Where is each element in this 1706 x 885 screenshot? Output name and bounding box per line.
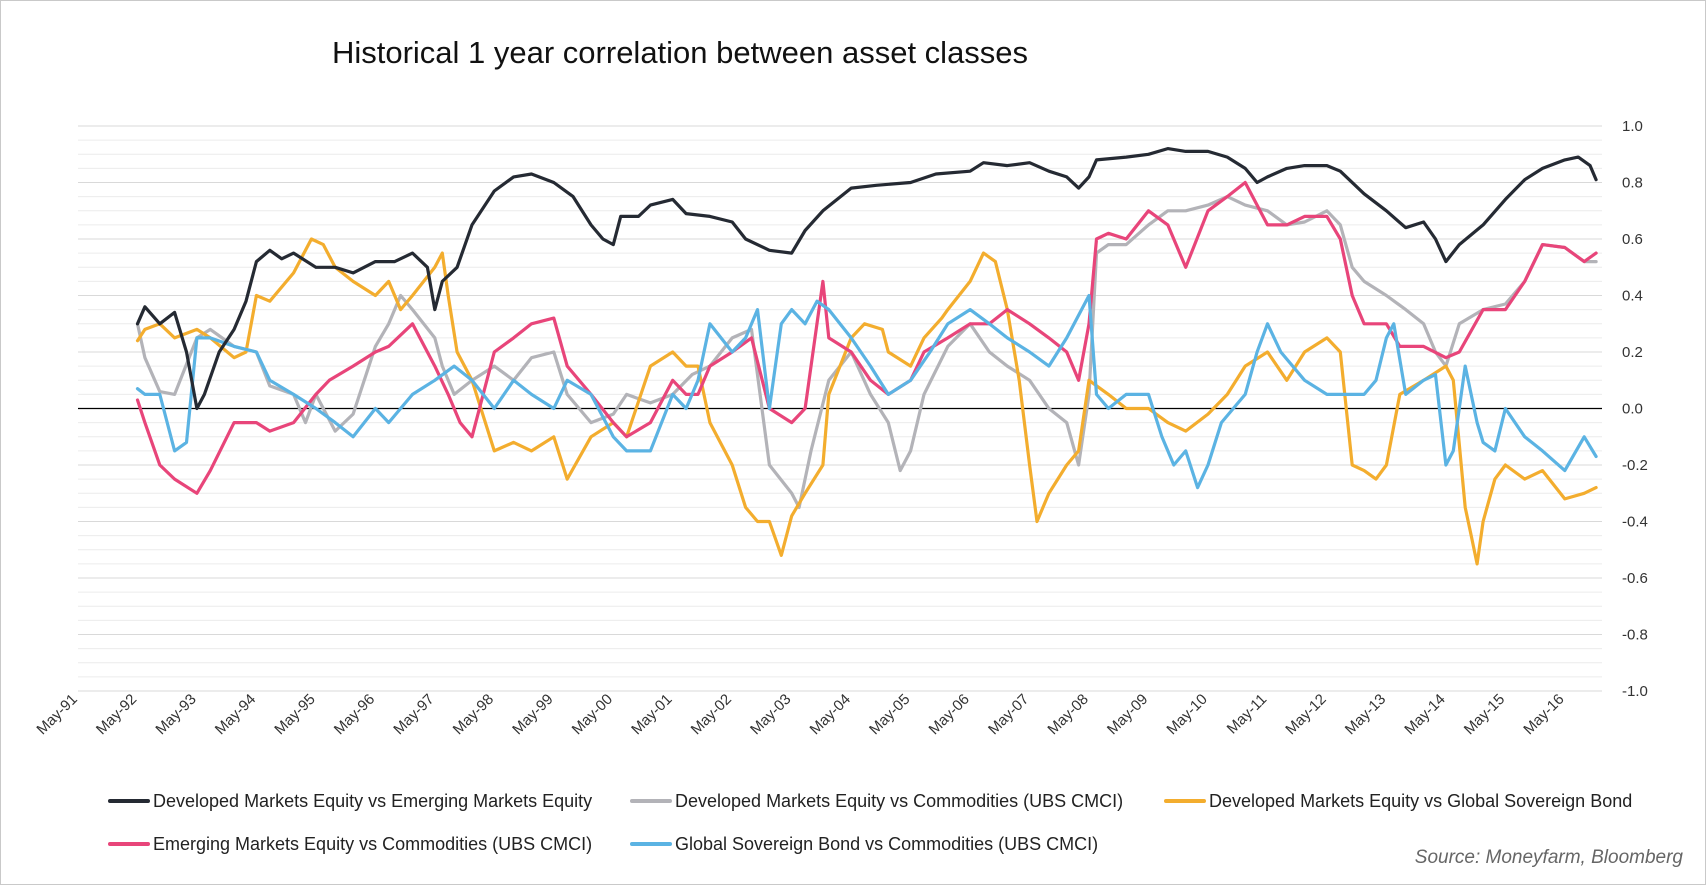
legend-label: Developed Markets Equity vs Commodities …	[675, 791, 1123, 811]
x-tick-label: May-95	[271, 691, 318, 738]
y-tick-label: -0.6	[1622, 570, 1648, 587]
x-tick-label: May-14	[1401, 691, 1448, 738]
y-tick-label: -0.8	[1622, 627, 1648, 644]
x-tick-label: May-16	[1520, 691, 1567, 738]
x-tick-label: May-96	[331, 691, 378, 738]
x-tick-label: May-00	[569, 691, 616, 738]
x-tick-label: May-09	[1104, 691, 1151, 738]
x-tick-label: May-01	[628, 691, 675, 738]
y-tick-label: 1.0	[1622, 118, 1643, 135]
x-tick-label: May-05	[866, 691, 913, 738]
legend-label: Developed Markets Equity vs Emerging Mar…	[153, 791, 592, 811]
legend-label: Global Sovereign Bond vs Commodities (UB…	[675, 834, 1098, 854]
x-tick-label: May-98	[450, 691, 497, 738]
y-tick-label: 0.4	[1622, 288, 1643, 305]
x-tick-label: May-12	[1282, 691, 1329, 738]
x-tick-label: May-02	[688, 691, 735, 738]
y-tick-label: -0.2	[1622, 457, 1648, 474]
y-tick-label: 0.0	[1622, 401, 1643, 418]
x-tick-label: May-94	[212, 691, 259, 738]
x-tick-label: May-93	[152, 691, 199, 738]
y-tick-label: 0.6	[1622, 231, 1643, 248]
y-tick-label: 0.8	[1622, 175, 1643, 192]
y-tick-label: -1.0	[1622, 683, 1648, 700]
x-tick-label: May-03	[747, 691, 794, 738]
series-lines	[135, 147, 1598, 566]
series-line-4	[135, 180, 1598, 495]
chart-title: Historical 1 year correlation between as…	[332, 35, 1028, 70]
series-line-3	[135, 237, 1598, 566]
source-note: Source: Moneyfarm, Bloomberg	[1415, 847, 1684, 868]
x-tick-label: May-92	[93, 691, 140, 738]
x-tick-label: May-10	[1163, 691, 1210, 738]
series-line-1	[135, 147, 1598, 411]
y-axis-tick-labels: 1.0 0.8 0.6 0.4 0.2 0.0 -0.2 -0.4 -0.6 -0.8 -1.0	[1622, 118, 1648, 700]
x-axis-tick-labels: May-91 May-92 May-93 May-94 May-95 May-96 May-…	[33, 691, 1567, 738]
x-tick-label: May-07	[985, 691, 1032, 738]
x-tick-label: May-91	[33, 691, 80, 738]
x-tick-label: May-15	[1461, 691, 1508, 738]
x-tick-label: May-08	[1044, 691, 1091, 738]
series-line-5	[135, 293, 1598, 490]
y-tick-label: -0.4	[1622, 514, 1648, 531]
y-tick-label: 0.2	[1622, 344, 1643, 361]
x-tick-label: May-06	[926, 691, 973, 738]
x-tick-label: May-11	[1224, 691, 1271, 738]
series-line-2	[135, 195, 1598, 509]
legend: Developed Markets Equity vs Emerging Mar…	[108, 791, 1632, 854]
x-tick-label: May-99	[509, 691, 556, 738]
legend-label: Emerging Markets Equity vs Commodities (…	[153, 834, 592, 854]
legend-label: Developed Markets Equity vs Global Sover…	[1209, 791, 1632, 811]
x-tick-label: May-04	[807, 691, 854, 738]
x-tick-label: May-13	[1342, 691, 1389, 738]
x-tick-label: May-97	[390, 691, 437, 738]
